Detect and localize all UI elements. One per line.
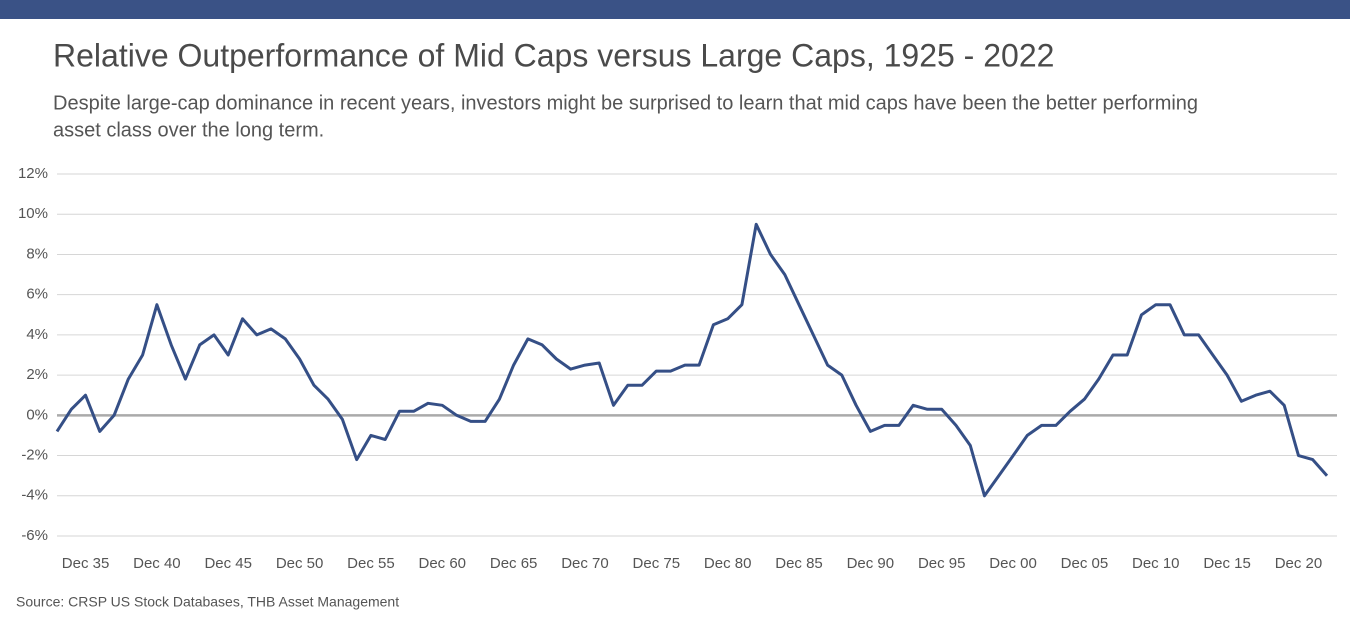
x-tick-label: Dec 65 <box>490 555 538 572</box>
y-tick-label: 12% <box>18 165 48 182</box>
y-tick-label: 6% <box>26 286 48 303</box>
x-tick-label: Dec 75 <box>633 555 681 572</box>
y-tick-label: 10% <box>18 205 48 222</box>
x-tick-label: Dec 10 <box>1132 555 1180 572</box>
x-tick-label: Dec 40 <box>133 555 181 572</box>
x-tick-label: Dec 90 <box>847 555 895 572</box>
chart-subtitle: Despite large-cap dominance in recent ye… <box>53 92 1198 114</box>
y-tick-label: 2% <box>26 366 48 383</box>
x-tick-label: Dec 80 <box>704 555 752 572</box>
x-tick-label: Dec 35 <box>62 555 110 572</box>
chart-title: Relative Outperformance of Mid Caps vers… <box>53 37 1054 73</box>
x-tick-label: Dec 45 <box>204 555 252 572</box>
x-tick-label: Dec 15 <box>1203 555 1251 572</box>
x-tick-label: Dec 85 <box>775 555 823 572</box>
x-tick-label: Dec 60 <box>419 555 467 572</box>
x-tick-label: Dec 00 <box>989 555 1037 572</box>
y-tick-label: 4% <box>26 326 48 343</box>
source-note: Source: CRSP US Stock Databases, THB Ass… <box>16 594 399 610</box>
x-tick-label: Dec 55 <box>347 555 395 572</box>
x-tick-label: Dec 05 <box>1061 555 1109 572</box>
y-tick-label: 0% <box>26 406 48 423</box>
y-tick-label: -6% <box>21 527 48 544</box>
x-tick-label: Dec 70 <box>561 555 609 572</box>
x-tick-label: Dec 20 <box>1275 555 1323 572</box>
y-tick-label: -2% <box>21 447 48 464</box>
x-tick-label: Dec 95 <box>918 555 966 572</box>
data-line <box>55 222 1329 498</box>
x-tick-label: Dec 50 <box>276 555 324 572</box>
chart-subtitle: asset class over the long term. <box>53 119 324 141</box>
top-bar <box>0 0 1350 19</box>
y-tick-label: -4% <box>21 487 48 504</box>
y-tick-label: 8% <box>26 245 48 262</box>
